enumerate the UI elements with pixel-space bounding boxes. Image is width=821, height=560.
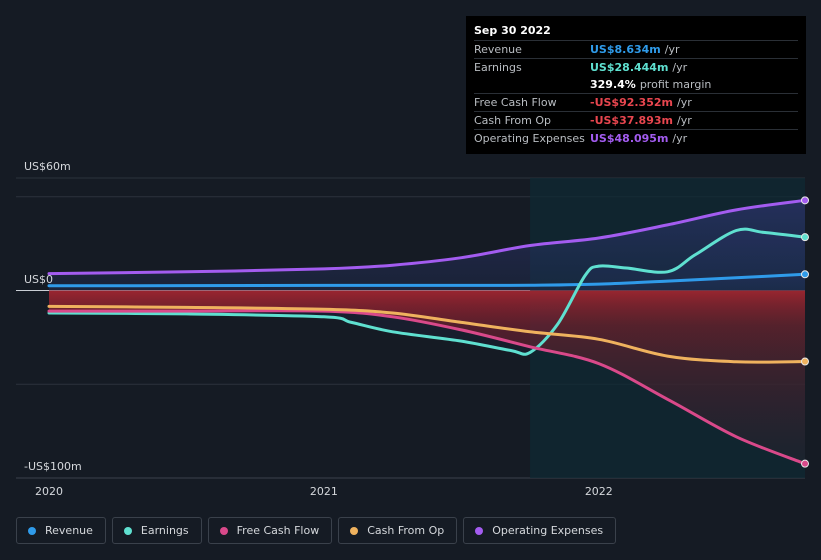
series-end-marker-earnings [801,233,809,242]
tooltip-row-unit: /yr [676,96,692,109]
tooltip-row-label [474,76,590,93]
tooltip-row-unit: /yr [672,61,688,74]
tooltip-row: Earnings US$28.444m/yr [474,58,798,76]
legend: Revenue Earnings Free Cash Flow Cash From O… [16,517,617,544]
tooltip-row-value: -US$37.893m [590,114,673,127]
legend-dot [219,526,228,535]
series-lines [47,196,809,468]
tooltip-date: Sep 30 2022 [474,24,551,37]
tooltip-row-unit: profit margin [639,78,712,91]
tooltip-row-label: Earnings [474,61,522,74]
series-end-marker-operating-expenses [801,196,809,205]
legend-item-cash-from-op[interactable]: Cash From Op [338,517,458,544]
legend-item-revenue[interactable]: Revenue [16,517,106,544]
legend-item-operating-expenses[interactable]: Operating Expenses [463,517,617,544]
y-label-top: US$60m [24,160,71,173]
legend-label: Operating Expenses [492,524,604,537]
tooltip-row-label: Operating Expenses [474,132,585,145]
tooltip-row-unit: /yr [676,114,692,127]
axis-labels: US$60m US$0 -US$100m 2020 2021 2022 [24,160,613,498]
tooltip-row-value: US$28.444m [590,61,669,74]
legend-label: Earnings [140,524,189,537]
legend-label: Free Cash Flow [236,524,320,537]
tooltip-row: Revenue US$8.634m/yr [474,40,798,58]
legend-item-earnings[interactable]: Earnings [111,517,202,544]
legend-dot [28,526,36,535]
legend-dot [123,526,132,535]
series-end-marker-free-cash-flow [801,459,809,468]
tooltip-row-unit: /yr [664,43,680,56]
series-line-operating-expenses [47,198,807,276]
series-line-cash-from-op [47,304,807,364]
legend-label: Revenue [45,524,93,537]
chart: US$60m US$0 -US$100m 2020 2021 2022 [16,160,809,498]
y-label-bottom: -US$100m [24,460,82,473]
x-tick-label: 2020 [35,485,63,498]
tooltip-row-label: Free Cash Flow [474,96,557,109]
tooltip-rows: Revenue US$8.634m/yr Earnings US$28.444m/yr… [474,40,798,147]
tooltip-row-label: Revenue [474,43,522,56]
tooltip-panel: Sep 30 2022 Revenue US$8.634m/yr Earnings U… [466,16,806,154]
legend-item-free-cash-flow[interactable]: Free Cash Flow [207,517,333,544]
legend-label: Cash From Op [367,524,445,537]
x-tick-label: 2021 [310,485,338,498]
tooltip-row-value: -US$92.352m [590,96,673,109]
tooltip-row: 329.4% profit margin [474,76,798,93]
tooltip-row-value: US$8.634m [590,43,661,56]
tooltip-row: Cash From Op -US$37.893m/yr [474,111,798,129]
tooltip-row-label: Cash From Op [474,114,552,127]
series-line-earnings [47,227,807,356]
tooltip-row-unit: /yr [672,132,688,145]
area-cash-from-op [49,290,805,363]
tooltip-row-value: 329.4% [590,78,636,91]
tooltip-row-value: US$48.095m [590,132,669,145]
tooltip-row: Operating Expenses US$48.095m/yr [474,129,798,147]
legend-dot [475,526,484,535]
series-line-free-cash-flow [47,309,807,466]
x-tick-label: 2022 [585,485,613,498]
series-end-marker-revenue [801,270,809,279]
series-line-revenue [47,272,807,288]
series-end-marker-cash-from-op [801,357,809,366]
legend-dot [350,526,359,535]
y-label-zero: US$0 [24,273,53,286]
tooltip-row: Free Cash Flow -US$92.352m/yr [474,93,798,111]
